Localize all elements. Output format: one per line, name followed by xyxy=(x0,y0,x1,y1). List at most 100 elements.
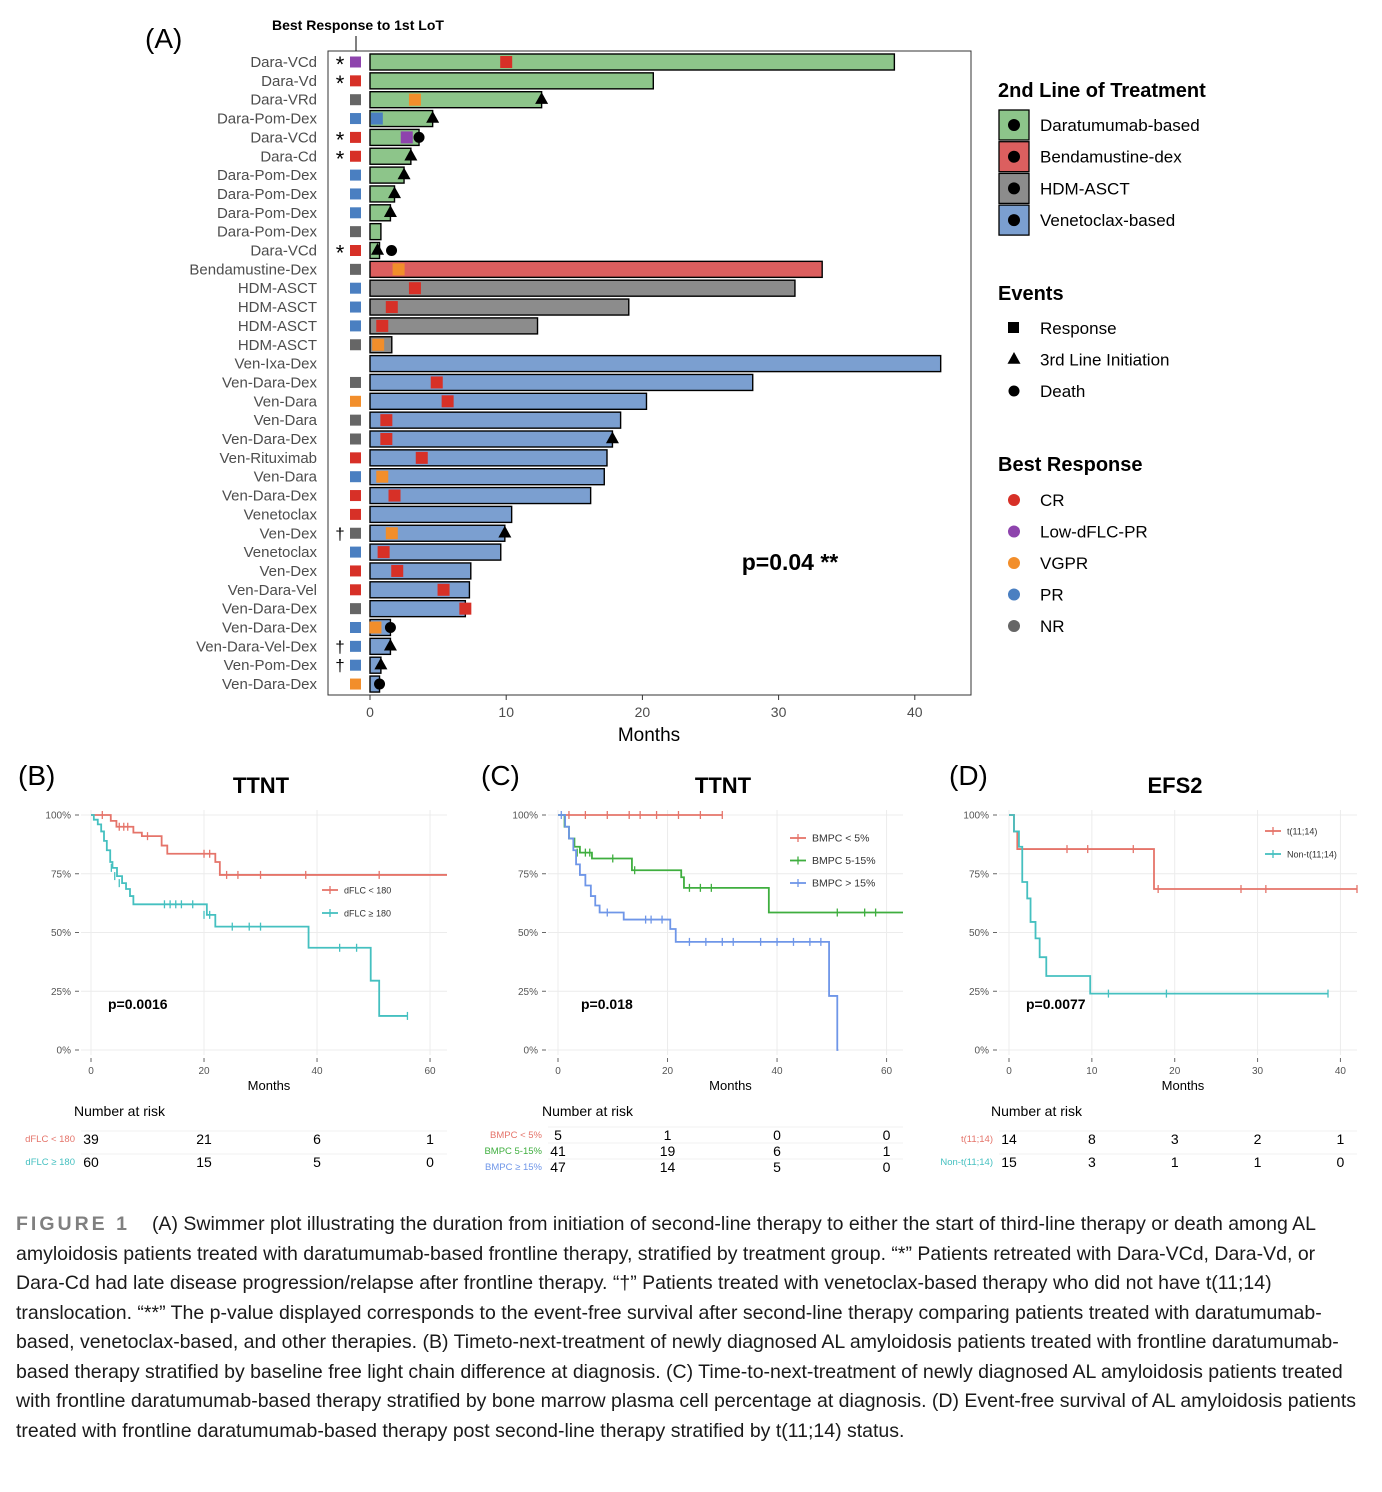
x-axis-tick-label: 40 xyxy=(1335,1066,1347,1077)
patient-label: Ven-Dara-Dex xyxy=(222,488,318,505)
x-axis-tick-label: 20 xyxy=(635,704,651,720)
patient-label: Ven-Dara-Dex xyxy=(222,676,318,693)
p-value-annotation: p=0.0077 xyxy=(1026,996,1086,1012)
patient-label: Ven-Ixa-Dex xyxy=(234,356,317,373)
panel-title: TTNT xyxy=(233,773,290,798)
first-line-response-marker xyxy=(350,207,361,219)
response-event-marker xyxy=(500,56,513,68)
x-axis-label: Months xyxy=(618,725,680,746)
x-axis-label: Months xyxy=(709,1078,752,1093)
patient-label: Dara-VCd xyxy=(250,54,317,71)
x-axis-tick-label: 60 xyxy=(424,1066,436,1077)
response-event-marker xyxy=(391,564,404,577)
treatment-bar xyxy=(369,581,471,599)
panel-title: EFS2 xyxy=(1147,773,1202,798)
risk-table-value: 1 xyxy=(426,1131,434,1147)
x-axis-tick-label: 0 xyxy=(555,1066,561,1077)
third-line-initiation-marker xyxy=(388,186,402,199)
x-axis-label: Months xyxy=(248,1078,291,1093)
response-event-marker xyxy=(385,527,398,540)
patient-annotation-mark: † xyxy=(335,637,344,656)
treatment-bar xyxy=(369,599,467,618)
legend-response-dot-LowdFLCPR xyxy=(1008,525,1020,538)
third-line-initiation-marker xyxy=(535,92,549,104)
patient-label: Dara-VCd xyxy=(250,243,317,260)
legend-event-label: Response xyxy=(1040,319,1117,338)
legend-response-label: CR xyxy=(1040,491,1065,510)
first-line-response-marker xyxy=(350,226,361,238)
response-event-marker xyxy=(415,451,428,464)
risk-table-value: 0 xyxy=(426,1154,434,1170)
death-marker xyxy=(413,131,425,143)
risk-table-value: 1 xyxy=(664,1127,672,1143)
x-axis-tick-label: 30 xyxy=(771,704,787,720)
risk-table-title: Number at risk xyxy=(74,1103,166,1119)
response-event-marker xyxy=(459,602,472,615)
patient-label: HDM-ASCT xyxy=(238,318,317,335)
treatment-bar xyxy=(369,486,592,505)
legend-label-hdm: HDM-ASCT xyxy=(1040,179,1130,198)
risk-table-value: 15 xyxy=(196,1154,212,1170)
patient-annotation-mark: † xyxy=(335,524,344,543)
first-line-response-marker xyxy=(350,320,361,332)
first-line-response-marker xyxy=(350,546,361,558)
y-axis-tick-label: 50% xyxy=(51,928,71,939)
patient-label: Ven-Dara-Dex xyxy=(222,374,318,391)
x-axis-tick-label: 20 xyxy=(198,1066,210,1077)
legend-label: Non-t(11;14) xyxy=(1287,850,1337,860)
patient-label: Dara-VRd xyxy=(250,92,317,109)
treatment-bar xyxy=(369,260,823,279)
third-line-initiation-marker xyxy=(371,243,385,255)
patient-label: Dara-Pom-Dex xyxy=(217,167,318,184)
risk-table-row-name: BMPC 5-15% xyxy=(484,1146,542,1157)
treatment-bar xyxy=(369,317,539,335)
figure-caption-text: (A) Swimmer plot illustrating the durati… xyxy=(16,1213,1357,1442)
patient-label: Dara-Pom-Dex xyxy=(217,111,318,128)
first-line-response-marker xyxy=(350,414,361,426)
treatment-bar xyxy=(369,373,754,392)
patient-label: Dara-VCd xyxy=(250,129,317,146)
risk-table-value: 1 xyxy=(883,1143,891,1159)
x-axis-tick-label: 40 xyxy=(907,704,923,720)
risk-table-value: 15 xyxy=(1001,1154,1017,1170)
treatment-bar xyxy=(369,505,513,524)
legend-response-label: VGPR xyxy=(1040,554,1088,573)
legend-response-dot-PR xyxy=(1008,588,1020,601)
legend-event-label: 3rd Line Initiation xyxy=(1040,351,1169,370)
legend-response-dot-VGPR xyxy=(1008,557,1020,569)
legend-swatch-dot xyxy=(1008,214,1020,227)
treatment-bar xyxy=(369,72,654,90)
risk-table-value: 0 xyxy=(883,1127,891,1143)
patient-annotation-mark: * xyxy=(336,71,345,96)
response-event-marker xyxy=(376,319,389,332)
first-line-response-marker xyxy=(350,452,361,464)
legend-title-treatment: 2nd Line of Treatment xyxy=(998,80,1206,102)
best-response-header: Best Response to 1st LoT xyxy=(272,17,444,33)
risk-table-row-name: dFLC < 180 xyxy=(25,1134,75,1145)
risk-table-value: 0 xyxy=(883,1159,891,1175)
patient-label: HDM-ASCT xyxy=(238,299,317,316)
first-line-response-marker xyxy=(350,640,361,652)
third-line-initiation-marker xyxy=(426,111,440,123)
first-line-response-marker xyxy=(350,169,361,181)
first-line-response-marker xyxy=(350,565,361,577)
treatment-bar xyxy=(369,392,648,410)
risk-table-value: 8 xyxy=(1088,1131,1096,1147)
first-line-response-marker xyxy=(350,603,361,615)
third-line-initiation-marker xyxy=(383,638,397,651)
patient-label: Ven-Pom-Dex xyxy=(224,657,318,674)
death-marker xyxy=(386,245,398,256)
legend-response-label: PR xyxy=(1040,586,1064,605)
response-event-marker xyxy=(380,414,393,427)
first-line-response-marker xyxy=(350,508,361,520)
x-axis-tick-label: 20 xyxy=(662,1066,674,1077)
treatment-bar xyxy=(369,449,608,467)
first-line-response-marker xyxy=(350,131,361,143)
first-line-response-marker xyxy=(350,659,361,671)
survival-curve xyxy=(91,814,408,1017)
y-axis-tick-label: 0% xyxy=(524,1046,539,1057)
first-line-response-marker xyxy=(350,339,361,351)
x-axis-tick-label: 20 xyxy=(1169,1066,1181,1077)
